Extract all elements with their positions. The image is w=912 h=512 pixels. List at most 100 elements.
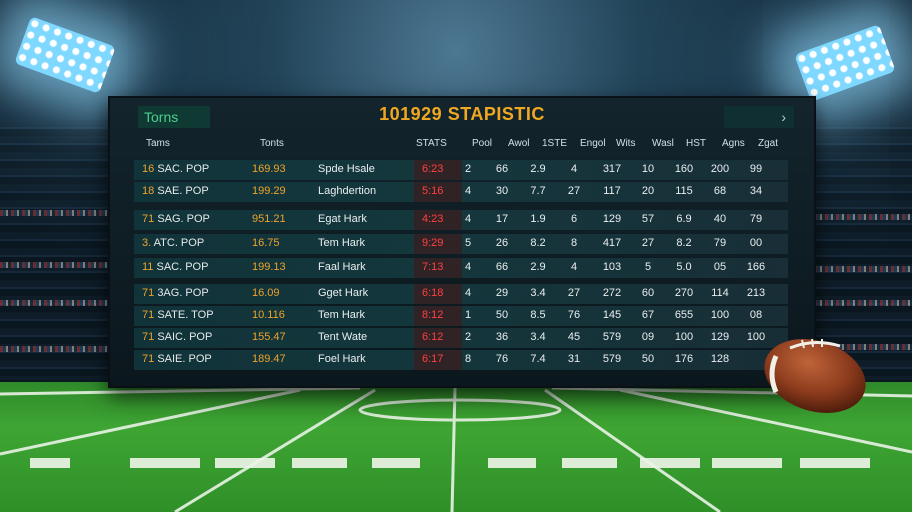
stat-cell: 8:12 xyxy=(422,309,444,321)
team-name: SAIC. POP xyxy=(157,331,213,343)
value-cell: 7.7 xyxy=(530,185,546,197)
player-cell: Foel Hark xyxy=(318,353,366,365)
score-cell: 10.116 xyxy=(252,309,285,321)
value-cell: 5 xyxy=(644,261,652,273)
value-cell: 00 xyxy=(749,237,763,249)
stats-column-highlight xyxy=(414,160,462,180)
player-cell: Gget Hark xyxy=(318,287,369,299)
stat-cell: 7:13 xyxy=(422,261,444,273)
column-header: STATS xyxy=(416,138,447,149)
team-cell: 18 SAE. POP xyxy=(142,185,209,197)
team-number: 18 xyxy=(142,185,155,197)
stat-cell: 9:29 xyxy=(422,237,444,249)
value-cell: 67 xyxy=(641,309,655,321)
value-cell: 4 xyxy=(464,261,472,273)
value-cell: 3.4 xyxy=(530,331,546,343)
value-cell: 166 xyxy=(746,261,766,273)
table-row[interactable]: 71 SATE. TOP 10.116 Tem Hark 8:12 1 50 8.5 76 14… xyxy=(134,306,788,326)
team-name: SAC. POP xyxy=(157,163,210,175)
column-header: Agns xyxy=(722,138,745,149)
value-cell: 79 xyxy=(713,237,727,249)
value-cell: 76 xyxy=(567,309,581,321)
scoreboard-header-bar: Torns 101929 STAPISTIC › xyxy=(110,98,814,134)
table-row[interactable]: 3. ATC. POP 16.75 Tem Hark 9:29 5 26 8.2 8 417 27… xyxy=(134,234,788,254)
value-cell: 8.2 xyxy=(676,237,692,249)
crowd-left-1 xyxy=(0,210,120,216)
next-arrow-button[interactable]: › xyxy=(724,106,794,128)
table-row[interactable]: 11 SAC. POP 199.13 Faal Hark 7:13 4 66 2.9 4 103… xyxy=(134,258,788,278)
value-cell: 68 xyxy=(713,185,727,197)
value-cell: 66 xyxy=(495,163,509,175)
value-cell: 579 xyxy=(602,331,622,343)
value-cell: 213 xyxy=(746,287,766,299)
value-cell: 8.5 xyxy=(530,309,546,321)
table-row[interactable]: 18 SAE. POP 199.29 Laghdertion 5:16 4 30 7.7 27… xyxy=(134,182,788,202)
value-cell: 117 xyxy=(603,185,621,197)
value-cell: 57 xyxy=(641,213,655,225)
value-cell: 27 xyxy=(567,287,581,299)
column-header: Engol xyxy=(580,138,606,149)
score-cell: 16.75 xyxy=(252,237,280,249)
column-header: 1STE xyxy=(542,138,568,149)
team-number: 3. xyxy=(142,237,152,249)
value-cell: 5.0 xyxy=(676,261,692,273)
value-cell: 34 xyxy=(749,185,763,197)
value-cell: 99 xyxy=(749,163,763,175)
value-cell: 4 xyxy=(464,213,472,225)
value-cell: 79 xyxy=(749,213,763,225)
value-cell: 31 xyxy=(567,353,581,365)
table-row[interactable]: 71 SAG. POP 951.21 Egat Hark 4:23 4 17 1.9 6 129… xyxy=(134,210,788,230)
stat-cell: 4:23 xyxy=(422,213,444,225)
value-cell: 40 xyxy=(713,213,727,225)
value-cell: 4 xyxy=(570,261,578,273)
value-cell: 66 xyxy=(495,261,509,273)
column-header: Wasl xyxy=(652,138,674,149)
value-cell: 100 xyxy=(710,309,730,321)
value-cell: 29 xyxy=(495,287,509,299)
value-cell: 6 xyxy=(570,213,578,225)
team-cell: 71 SAG. POP xyxy=(142,213,210,225)
value-cell: 10 xyxy=(641,163,655,175)
value-cell: 30 xyxy=(495,185,509,197)
value-cell: 129 xyxy=(602,213,622,225)
team-cell: 16 SAC. POP xyxy=(142,163,209,175)
value-cell: 05 xyxy=(713,261,727,273)
column-header: Tams xyxy=(146,138,170,149)
crowd-right-4 xyxy=(792,344,912,350)
team-number: 71 xyxy=(142,213,155,225)
stats-column-highlight xyxy=(414,210,462,230)
value-cell: 26 xyxy=(495,237,509,249)
value-cell: 27 xyxy=(567,185,581,197)
stats-column-highlight xyxy=(414,328,462,348)
column-header: Pool xyxy=(472,138,493,149)
team-name: 3AG. POP xyxy=(157,287,209,299)
value-cell: 45 xyxy=(567,331,581,343)
value-cell: 176 xyxy=(674,353,694,365)
value-cell: 8 xyxy=(570,237,578,249)
stats-column-highlight xyxy=(414,350,462,370)
player-cell: Laghdertion xyxy=(318,185,377,197)
score-cell: 189.47 xyxy=(252,353,286,365)
table-row[interactable]: 71 SAIE. POP 189.47 Foel Hark 6:17 8 76 7.4 31 5… xyxy=(134,350,788,370)
column-header: HST xyxy=(686,138,706,149)
player-cell: Tem Hark xyxy=(318,237,366,249)
value-cell: 3.4 xyxy=(530,287,546,299)
value-cell: 50 xyxy=(495,309,509,321)
table-row[interactable]: 71 SAIC. POP 155.47 Tent Wate 6:12 2 36 3.4 45 5… xyxy=(134,328,788,348)
column-header: Zgat xyxy=(758,138,779,149)
value-cell: 4 xyxy=(464,287,472,299)
value-cell: 2.9 xyxy=(530,163,546,175)
value-cell: 100 xyxy=(674,331,694,343)
value-cell: 1 xyxy=(464,309,472,321)
stats-column-highlight xyxy=(414,258,462,278)
score-cell: 199.13 xyxy=(252,261,286,273)
table-row[interactable]: 16 SAC. POP 169.93 Spde Hsale 6:23 2 66 2.9 4 31… xyxy=(134,160,788,180)
column-header: Wits xyxy=(616,138,636,149)
tab-teams[interactable]: Torns xyxy=(138,106,210,128)
player-cell: Tent Wate xyxy=(318,331,368,343)
value-cell: 5 xyxy=(464,237,472,249)
value-cell: 4 xyxy=(570,163,578,175)
team-name: SAC. POP xyxy=(156,261,209,273)
team-cell: 71 3AG. POP xyxy=(142,287,209,299)
table-row[interactable]: 71 3AG. POP 16.09 Gget Hark 6:18 4 29 3.4 27 272… xyxy=(134,284,788,304)
